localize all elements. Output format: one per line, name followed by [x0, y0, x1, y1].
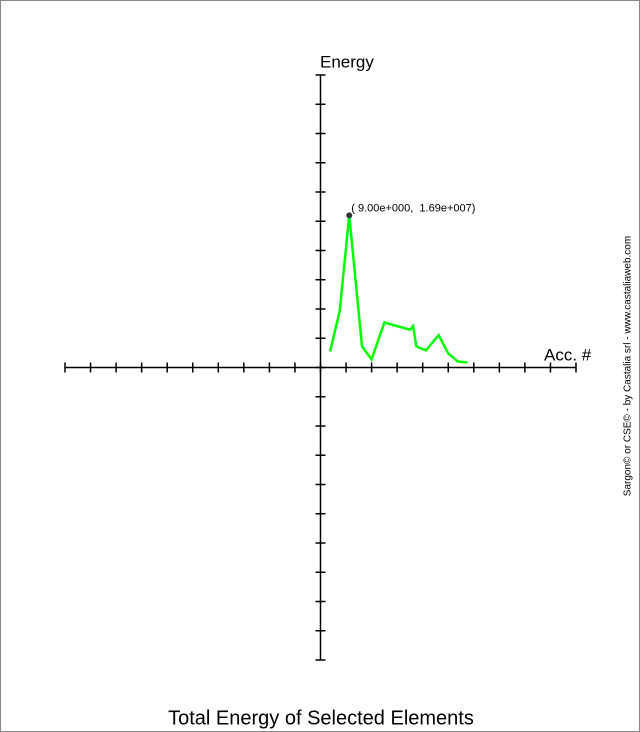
chart-title: Total Energy of Selected Elements [168, 707, 474, 729]
highlight-point [346, 212, 353, 219]
point-annotation: ( 9.00e+000, 1.69e+007) [351, 202, 475, 214]
x-axis-label: Acc. # [544, 345, 592, 364]
credit: Sargon© or CSE© - by Castalia srl - www.… [623, 236, 634, 496]
y-axis-label: Energy [320, 52, 374, 71]
data-line [328, 215, 468, 364]
